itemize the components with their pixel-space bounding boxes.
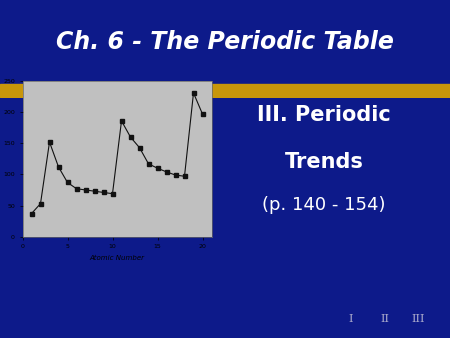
Text: I: I (349, 314, 353, 324)
Text: Trends: Trends (284, 152, 364, 172)
Text: III. Periodic: III. Periodic (257, 105, 391, 125)
Text: (p. 140 - 154): (p. 140 - 154) (262, 196, 386, 214)
Text: II: II (380, 314, 389, 324)
X-axis label: Atomic Number: Atomic Number (90, 255, 144, 261)
Text: Ch. 6 - The Periodic Table: Ch. 6 - The Periodic Table (56, 30, 394, 54)
Text: III: III (412, 314, 425, 324)
